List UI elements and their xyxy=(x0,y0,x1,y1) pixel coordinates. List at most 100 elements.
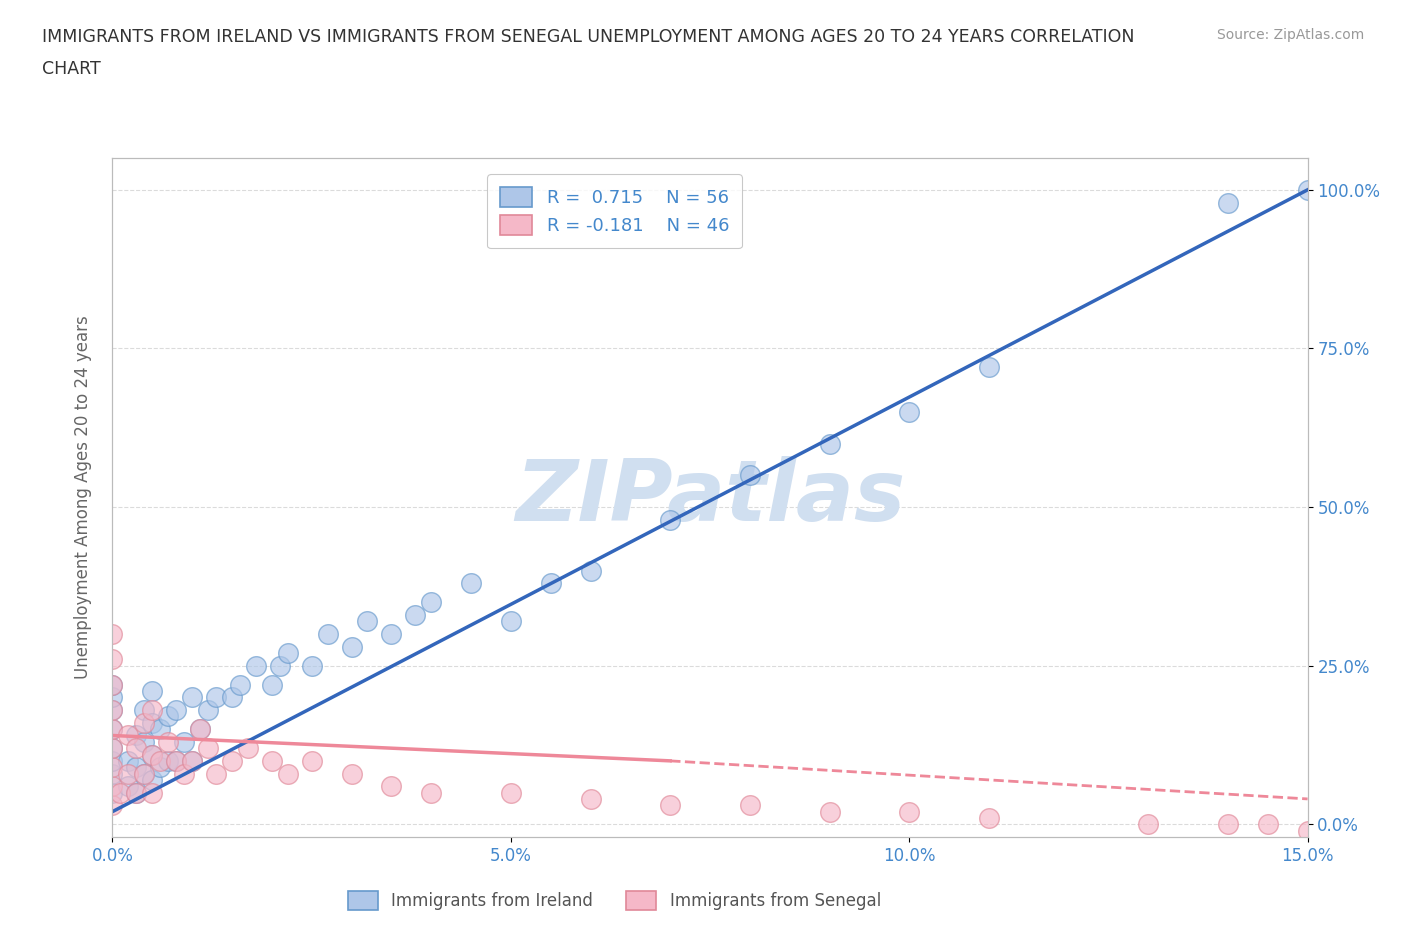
Point xyxy=(101,627,124,642)
Point xyxy=(165,753,187,768)
Point xyxy=(141,684,163,698)
Point xyxy=(101,798,124,813)
Point xyxy=(818,804,841,819)
Y-axis label: Unemployment Among Ages 20 to 24 years: Unemployment Among Ages 20 to 24 years xyxy=(73,315,91,680)
Point xyxy=(181,753,204,768)
Point xyxy=(101,652,124,667)
Point xyxy=(149,760,172,775)
Point xyxy=(404,607,426,622)
Point xyxy=(101,753,124,768)
Point xyxy=(141,773,163,788)
Point xyxy=(141,703,163,718)
Point xyxy=(134,766,156,781)
Point xyxy=(579,563,602,578)
Point xyxy=(205,690,228,705)
Point xyxy=(101,722,124,737)
Point xyxy=(1216,817,1239,831)
Legend: Immigrants from Ireland, Immigrants from Senegal: Immigrants from Ireland, Immigrants from… xyxy=(342,884,887,917)
Point xyxy=(977,811,1000,826)
Point xyxy=(101,677,124,692)
Point xyxy=(1296,823,1319,838)
Point xyxy=(101,785,124,800)
Point xyxy=(738,798,761,813)
Point xyxy=(125,785,148,800)
Point xyxy=(173,735,195,750)
Point xyxy=(165,753,187,768)
Point xyxy=(173,766,195,781)
Point xyxy=(340,766,363,781)
Point xyxy=(125,785,148,800)
Point xyxy=(898,405,921,419)
Point xyxy=(1257,817,1279,831)
Point xyxy=(141,747,163,762)
Point xyxy=(277,645,299,660)
Point xyxy=(460,576,482,591)
Point xyxy=(301,658,323,673)
Point xyxy=(380,627,402,642)
Point xyxy=(134,715,156,730)
Point xyxy=(101,703,124,718)
Point xyxy=(499,785,522,800)
Point xyxy=(101,760,124,775)
Point xyxy=(499,614,522,629)
Point xyxy=(110,785,132,800)
Point xyxy=(101,766,124,781)
Point xyxy=(420,595,443,610)
Point xyxy=(659,798,682,813)
Point xyxy=(659,512,682,527)
Point xyxy=(134,766,156,781)
Point xyxy=(117,778,139,793)
Point xyxy=(340,639,363,654)
Text: Source: ZipAtlas.com: Source: ZipAtlas.com xyxy=(1216,28,1364,42)
Point xyxy=(269,658,291,673)
Point xyxy=(134,735,156,750)
Point xyxy=(117,753,139,768)
Point xyxy=(420,785,443,800)
Text: ZIPatlas: ZIPatlas xyxy=(515,456,905,539)
Point xyxy=(316,627,339,642)
Point xyxy=(301,753,323,768)
Point xyxy=(181,753,204,768)
Text: CHART: CHART xyxy=(42,60,101,78)
Point xyxy=(245,658,267,673)
Point xyxy=(101,722,124,737)
Point xyxy=(1216,195,1239,210)
Point xyxy=(221,753,243,768)
Point xyxy=(818,436,841,451)
Point xyxy=(141,715,163,730)
Point xyxy=(101,703,124,718)
Point xyxy=(977,360,1000,375)
Point xyxy=(101,740,124,755)
Point xyxy=(134,703,156,718)
Point xyxy=(125,728,148,743)
Point xyxy=(188,722,211,737)
Point xyxy=(1296,182,1319,197)
Point xyxy=(197,703,219,718)
Point xyxy=(125,760,148,775)
Point xyxy=(277,766,299,781)
Point xyxy=(356,614,378,629)
Point xyxy=(260,753,283,768)
Point xyxy=(149,753,172,768)
Point xyxy=(141,747,163,762)
Point xyxy=(738,468,761,483)
Point xyxy=(260,677,283,692)
Point xyxy=(197,740,219,755)
Point xyxy=(101,677,124,692)
Point xyxy=(101,740,124,755)
Point xyxy=(157,709,180,724)
Point xyxy=(188,722,211,737)
Point xyxy=(579,791,602,806)
Point xyxy=(117,728,139,743)
Point xyxy=(117,766,139,781)
Point xyxy=(229,677,252,692)
Point xyxy=(181,690,204,705)
Point xyxy=(1137,817,1160,831)
Point xyxy=(165,703,187,718)
Point xyxy=(205,766,228,781)
Point xyxy=(380,778,402,793)
Point xyxy=(149,722,172,737)
Point xyxy=(236,740,259,755)
Point xyxy=(101,778,124,793)
Text: IMMIGRANTS FROM IRELAND VS IMMIGRANTS FROM SENEGAL UNEMPLOYMENT AMONG AGES 20 TO: IMMIGRANTS FROM IRELAND VS IMMIGRANTS FR… xyxy=(42,28,1135,46)
